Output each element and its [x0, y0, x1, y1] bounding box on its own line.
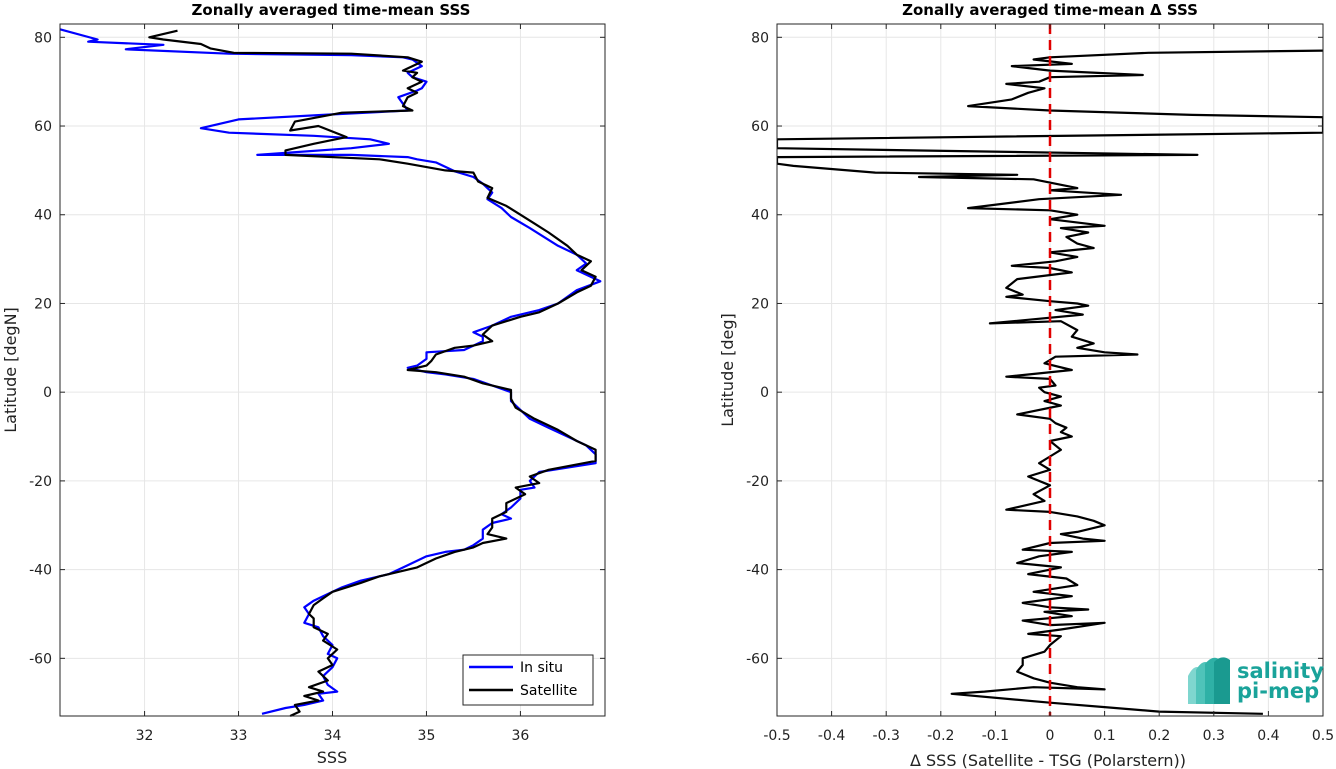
- delta-sss-y-tick-label: -60: [746, 651, 769, 667]
- sss-series-line-satellite: [148, 29, 597, 717]
- delta-sss-y-tick-label: 20: [751, 296, 769, 312]
- delta-sss-series: [777, 49, 1323, 715]
- delta-sss-y-tick-label: 0: [760, 385, 769, 401]
- sss-tick-labels: 32 33 34 35 36 -60 -40 -20 0 20 40 60 80: [29, 24, 605, 744]
- delta-sss-chart: Zonally averaged time-mean Δ SSS -0.5 -0.…: [718, 1, 1334, 769]
- legend: In situ Satellite: [462, 654, 594, 706]
- sss-y-axis-label: Latitude [degN]: [1, 307, 20, 433]
- sss-series-line-in-situ: [59, 28, 602, 715]
- legend-box: [462, 654, 594, 706]
- sss-chart-title: Zonally averaged time-mean SSS: [192, 1, 471, 19]
- sss-chart: Zonally averaged time-mean SSS 32 33 34 35 3…: [1, 1, 606, 767]
- sss-x-tick-label: 34: [324, 728, 342, 744]
- sss-x-axis-label: SSS: [317, 748, 347, 767]
- sss-x-tick-label: 33: [230, 728, 248, 744]
- sss-y-tick-label: -60: [29, 651, 52, 667]
- sss-y-tick-label: -40: [29, 563, 52, 579]
- sss-series: [59, 28, 602, 717]
- delta-sss-y-tick-label: -40: [746, 563, 769, 579]
- logo-text-salinity: salinity: [1237, 659, 1324, 683]
- sss-y-tick-label: 20: [34, 296, 52, 312]
- delta-sss-x-tick-label: -0.5: [763, 728, 790, 744]
- delta-sss-y-axis-label: Latitude [deg]: [718, 313, 737, 427]
- delta-sss-chart-title: Zonally averaged time-mean Δ SSS: [902, 1, 1198, 19]
- delta-sss-y-tick-label: 80: [751, 30, 769, 46]
- delta-sss-x-axis-label: Δ SSS (Satellite - TSG (Polarstern)): [910, 751, 1186, 769]
- legend-label-in-situ: In situ: [520, 660, 563, 676]
- sss-y-tick-label: 0: [43, 385, 52, 401]
- delta-sss-x-tick-label: -0.4: [818, 728, 845, 744]
- delta-sss-x-tick-label: -0.3: [873, 728, 900, 744]
- sss-x-tick-label: 36: [512, 728, 530, 744]
- delta-sss-y-tick-label: 60: [751, 119, 769, 135]
- sss-y-tick-label: 40: [34, 208, 52, 224]
- sss-y-tick-label: 60: [34, 119, 52, 135]
- delta-sss-x-tick-label: -0.1: [982, 728, 1009, 744]
- delta-sss-x-tick-label: 0.1: [1093, 728, 1115, 744]
- delta-sss-x-tick-label: 0.5: [1312, 728, 1334, 744]
- logo-text-pi-mep: pi-mep: [1237, 679, 1319, 703]
- delta-sss-x-tick-label: 0.4: [1257, 728, 1279, 744]
- sss-y-tick-label: -20: [29, 474, 52, 490]
- delta-sss-tick-labels: -0.5 -0.4 -0.3 -0.2 -0.1 0 0.1 0.2 0.3 0.4 0.5 -60 -…: [746, 24, 1334, 744]
- sss-grid: [60, 24, 605, 716]
- delta-sss-x-tick-label: 0.2: [1148, 728, 1170, 744]
- sss-x-tick-label: 32: [136, 728, 154, 744]
- sss-x-tick-label: 35: [418, 728, 436, 744]
- legend-label-satellite: Satellite: [520, 683, 577, 699]
- delta-sss-y-tick-label: 40: [751, 208, 769, 224]
- delta-sss-x-tick-label: 0.3: [1203, 728, 1225, 744]
- logo-waves-icon: [1188, 657, 1230, 704]
- sss-y-tick-label: 80: [34, 30, 52, 46]
- delta-sss-y-tick-label: -20: [746, 474, 769, 490]
- delta-sss-series-line-delta: [777, 49, 1323, 715]
- delta-sss-x-tick-label: 0: [1046, 728, 1055, 744]
- delta-sss-x-tick-label: -0.2: [927, 728, 954, 744]
- salinity-pi-mep-logo: salinity pi-mep: [1188, 657, 1324, 704]
